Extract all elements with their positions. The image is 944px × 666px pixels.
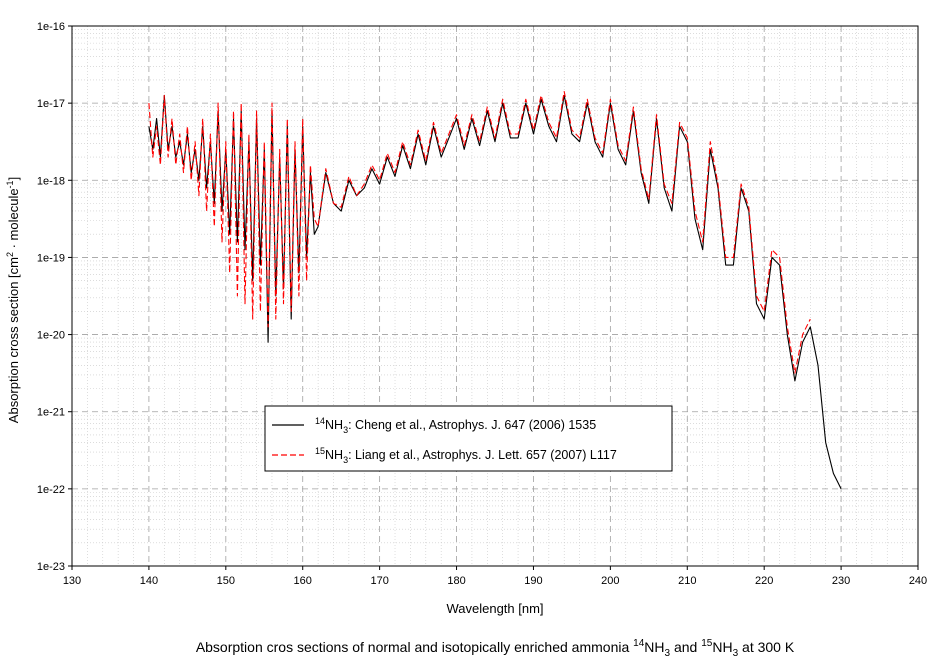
y-axis: 1e-16 1e-17 1e-18 1e-19 1e-20 1e-21 1e-22 1e-23 <box>37 21 72 573</box>
x-tick-label: 180 <box>447 575 465 587</box>
x-tick-label: 170 <box>370 575 388 587</box>
y-tick-label: 1e-18 <box>37 175 65 187</box>
y-tick-label: 1e-16 <box>37 21 65 33</box>
x-tick-label: 210 <box>678 575 696 587</box>
y-tick-label: 1e-23 <box>37 561 65 573</box>
y-tick-label: 1e-22 <box>37 484 65 496</box>
x-tick-label: 200 <box>601 575 619 587</box>
y-tick-label: 1e-21 <box>37 407 65 419</box>
legend-box <box>264 405 673 472</box>
series-line-14nh3 <box>148 94 842 490</box>
plot-frame <box>71 25 919 567</box>
legend-label-14nh3: 14NH3: Cheng et al., Astrophys. J. 647 (… <box>315 416 596 435</box>
series-line-15nh3 <box>148 91 811 374</box>
series-layer <box>148 91 842 490</box>
y-tick-label: 1e-20 <box>37 330 65 342</box>
chart-caption: Absorption cros sections of normal and i… <box>196 638 795 659</box>
legend: 14NH3: Cheng et al., Astrophys. J. 647 (… <box>264 405 673 472</box>
x-tick-label: 140 <box>140 575 158 587</box>
y-tick-label: 1e-17 <box>37 98 65 110</box>
legend-label-15nh3: 15NH3: Liang et al., Astrophys. J. Lett.… <box>315 446 617 465</box>
x-tick-label: 220 <box>755 575 773 587</box>
y-tick-label: 1e-19 <box>37 252 65 264</box>
x-axis: 130 140 150 160 170 180 190 200 210 220 230 240 <box>63 566 927 587</box>
x-tick-label: 190 <box>524 575 542 587</box>
x-tick-label: 130 <box>63 575 81 587</box>
x-tick-label: 150 <box>217 575 235 587</box>
x-tick-label: 230 <box>832 575 850 587</box>
y-axis-title: Absorption cross section [cm2 · molecule… <box>5 177 21 423</box>
x-tick-label: 160 <box>294 575 312 587</box>
x-axis-title: Wavelength [nm] <box>446 601 543 616</box>
x-tick-label: 240 <box>909 575 927 587</box>
